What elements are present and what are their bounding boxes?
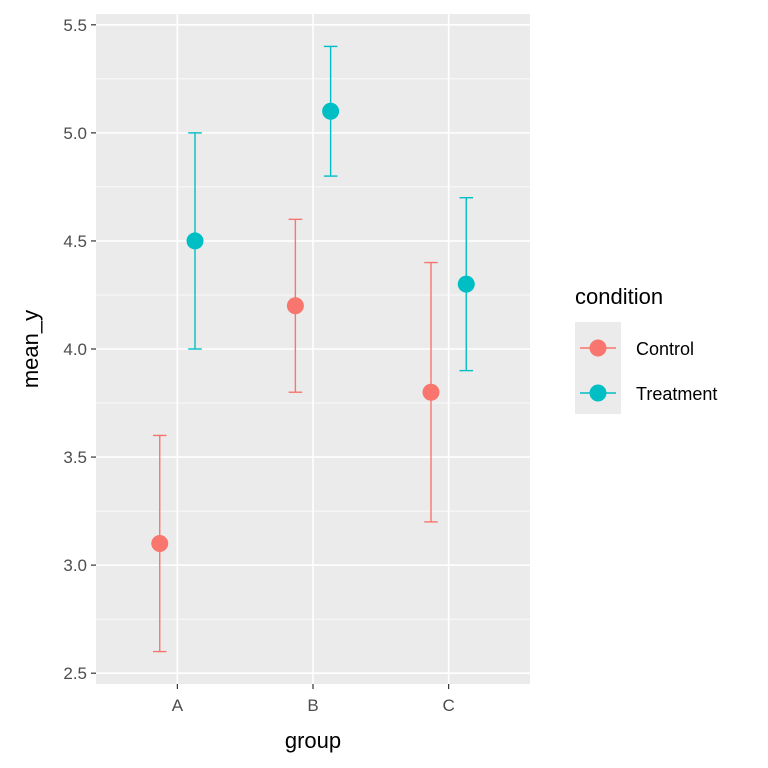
legend-key-treatment: [580, 384, 616, 402]
data-marks: [151, 45, 475, 653]
legend-label-control: Control: [636, 339, 694, 359]
x-axis: A B C: [172, 684, 455, 715]
y-tick-label: 5.0: [63, 124, 87, 143]
y-tick-label: 3.5: [63, 448, 87, 467]
x-axis-title: group: [285, 728, 341, 753]
legend-title: condition: [575, 284, 663, 309]
legend-key-point: [589, 384, 607, 402]
y-tick-label: 5.5: [63, 16, 87, 35]
y-tick-label: 4.5: [63, 232, 87, 251]
legend-label-treatment: Treatment: [636, 384, 717, 404]
y-axis: 2.5 3.0 3.5 4.0 4.5 5.0 5.5: [63, 16, 96, 683]
point-control-c: [422, 383, 440, 401]
point-treatment-a: [186, 232, 204, 250]
x-tick-label: B: [307, 696, 318, 715]
point-control-a: [151, 535, 169, 553]
legend: condition Control Treatment: [575, 284, 717, 414]
legend-key-point: [589, 339, 607, 357]
point-treatment-b: [322, 102, 340, 120]
y-tick-label: 4.0: [63, 340, 87, 359]
y-axis-title: mean_y: [18, 310, 43, 388]
grid-major: [96, 14, 530, 684]
x-tick-label: A: [172, 696, 184, 715]
y-tick-label: 3.0: [63, 556, 87, 575]
y-tick-label: 2.5: [63, 664, 87, 683]
point-treatment-c: [457, 275, 475, 293]
x-tick-label: C: [442, 696, 454, 715]
point-control-b: [286, 297, 304, 315]
legend-key-control: [580, 339, 616, 357]
